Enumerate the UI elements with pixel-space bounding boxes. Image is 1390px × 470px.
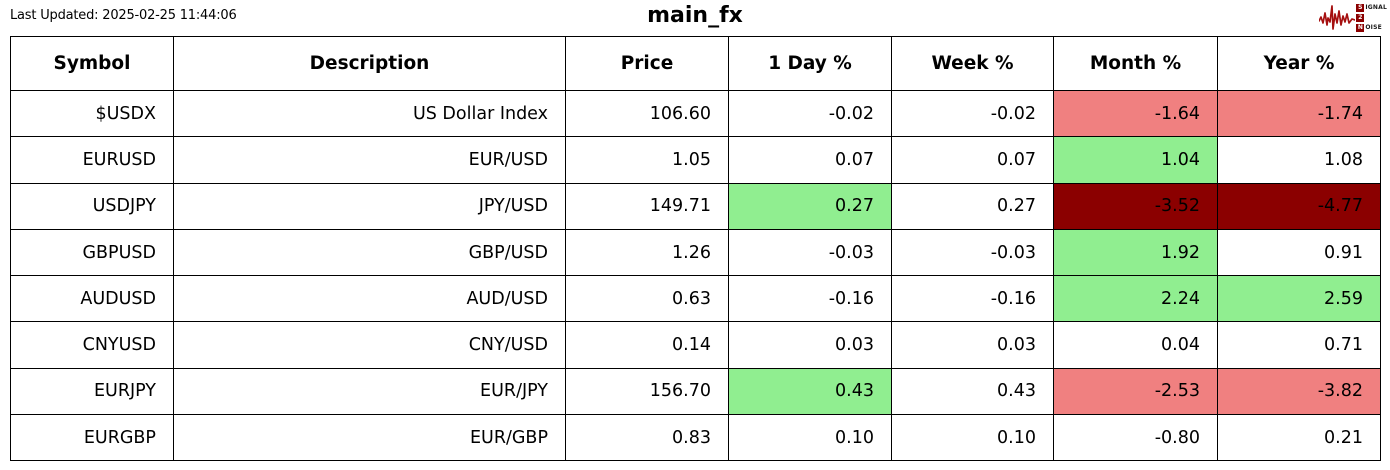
cell-description: GBP/USD <box>173 228 566 277</box>
col-header-description: Description <box>173 36 566 91</box>
cell-symbol: USDJPY <box>10 182 174 230</box>
cell-month-pct: 1.92 <box>1053 228 1218 277</box>
cell-day-pct: 0.07 <box>728 136 892 184</box>
cell-day-pct: -0.03 <box>728 228 892 277</box>
cell-week-pct: -0.03 <box>891 228 1054 277</box>
cell-symbol: GBPUSD <box>10 228 174 277</box>
cell-week-pct: 0.27 <box>891 182 1054 230</box>
cell-day-pct: -0.02 <box>728 89 892 138</box>
logo-line-2: 2 <box>1356 14 1387 23</box>
cell-year-pct: -4.77 <box>1217 182 1381 230</box>
cell-price: 0.83 <box>565 414 729 462</box>
logo-letter-square: N <box>1356 24 1365 32</box>
cell-day-pct: 0.27 <box>728 182 892 230</box>
logo-letter-square: S <box>1356 4 1365 12</box>
cell-symbol: EURGBP <box>10 414 174 462</box>
cell-description: EUR/USD <box>173 136 566 184</box>
signal2noise-logo: S IGNAL 2 N OISE <box>1319 2 1387 34</box>
page-title: main_fx <box>647 3 743 28</box>
cell-price: 156.70 <box>565 367 729 416</box>
cell-week-pct: 0.10 <box>891 414 1054 462</box>
cell-year-pct: 1.08 <box>1217 136 1381 184</box>
cell-description: AUD/USD <box>173 275 566 323</box>
cell-description: JPY/USD <box>173 182 566 230</box>
cell-price: 149.71 <box>565 182 729 230</box>
cell-year-pct: -1.74 <box>1217 89 1381 138</box>
table-row: EURJPY EUR/JPY 156.70 0.43 0.43 -2.53 -3… <box>10 367 1381 416</box>
col-header-symbol: Symbol <box>10 36 174 91</box>
cell-symbol: $USDX <box>10 89 174 138</box>
col-header-month: Month % <box>1053 36 1218 91</box>
cell-day-pct: -0.16 <box>728 275 892 323</box>
cell-day-pct: 0.03 <box>728 321 892 369</box>
table-row: $USDX US Dollar Index 106.60 -0.02 -0.02… <box>10 89 1381 138</box>
cell-week-pct: -0.16 <box>891 275 1054 323</box>
fx-table-container: Symbol Description Price 1 Day % Week % … <box>10 36 1381 462</box>
cell-week-pct: 0.03 <box>891 321 1054 369</box>
logo-line-noise: N OISE <box>1356 24 1382 32</box>
cell-day-pct: 0.10 <box>728 414 892 462</box>
col-header-year: Year % <box>1217 36 1381 91</box>
fx-table: Symbol Description Price 1 Day % Week % … <box>10 36 1381 462</box>
cell-month-pct: -3.52 <box>1053 182 1218 230</box>
cell-week-pct: 0.07 <box>891 136 1054 184</box>
cell-month-pct: 1.04 <box>1053 136 1218 184</box>
col-header-1day: 1 Day % <box>728 36 892 91</box>
table-row: AUDUSD AUD/USD 0.63 -0.16 -0.16 2.24 2.5… <box>10 275 1381 323</box>
cell-year-pct: 0.71 <box>1217 321 1381 369</box>
cell-symbol: EURUSD <box>10 136 174 184</box>
col-header-price: Price <box>565 36 729 91</box>
cell-price: 1.05 <box>565 136 729 184</box>
last-updated-text: Last Updated: 2025-02-25 11:44:06 <box>10 8 237 23</box>
cell-description: US Dollar Index <box>173 89 566 138</box>
table-header-row: Symbol Description Price 1 Day % Week % … <box>10 36 1381 91</box>
cell-price: 0.63 <box>565 275 729 323</box>
cell-week-pct: 0.43 <box>891 367 1054 416</box>
cell-month-pct: 2.24 <box>1053 275 1218 323</box>
cell-price: 1.26 <box>565 228 729 277</box>
cell-symbol: AUDUSD <box>10 275 174 323</box>
cell-month-pct: 0.04 <box>1053 321 1218 369</box>
cell-symbol: EURJPY <box>10 367 174 416</box>
cell-description: CNY/USD <box>173 321 566 369</box>
cell-year-pct: -3.82 <box>1217 367 1381 416</box>
cell-day-pct: 0.43 <box>728 367 892 416</box>
logo-text: S IGNAL 2 N OISE <box>1356 4 1387 33</box>
cell-year-pct: 0.91 <box>1217 228 1381 277</box>
logo-line-signal: S IGNAL <box>1356 4 1387 12</box>
table-row: EURUSD EUR/USD 1.05 0.07 0.07 1.04 1.08 <box>10 136 1381 184</box>
cell-price: 0.14 <box>565 321 729 369</box>
cell-month-pct: -1.64 <box>1053 89 1218 138</box>
cell-week-pct: -0.02 <box>891 89 1054 138</box>
table-row: GBPUSD GBP/USD 1.26 -0.03 -0.03 1.92 0.9… <box>10 228 1381 277</box>
table-row: USDJPY JPY/USD 149.71 0.27 0.27 -3.52 -4… <box>10 182 1381 230</box>
cell-year-pct: 0.21 <box>1217 414 1381 462</box>
cell-month-pct: -2.53 <box>1053 367 1218 416</box>
cell-year-pct: 2.59 <box>1217 275 1381 323</box>
cell-description: EUR/GBP <box>173 414 566 462</box>
cell-month-pct: -0.80 <box>1053 414 1218 462</box>
cell-description: EUR/JPY <box>173 367 566 416</box>
cell-symbol: CNYUSD <box>10 321 174 369</box>
table-row: EURGBP EUR/GBP 0.83 0.10 0.10 -0.80 0.21 <box>10 414 1381 462</box>
table-row: CNYUSD CNY/USD 0.14 0.03 0.03 0.04 0.71 <box>10 321 1381 369</box>
ecg-waveform-icon <box>1319 5 1356 30</box>
col-header-week: Week % <box>891 36 1054 91</box>
logo-letter-square: 2 <box>1356 14 1365 22</box>
cell-price: 106.60 <box>565 89 729 138</box>
